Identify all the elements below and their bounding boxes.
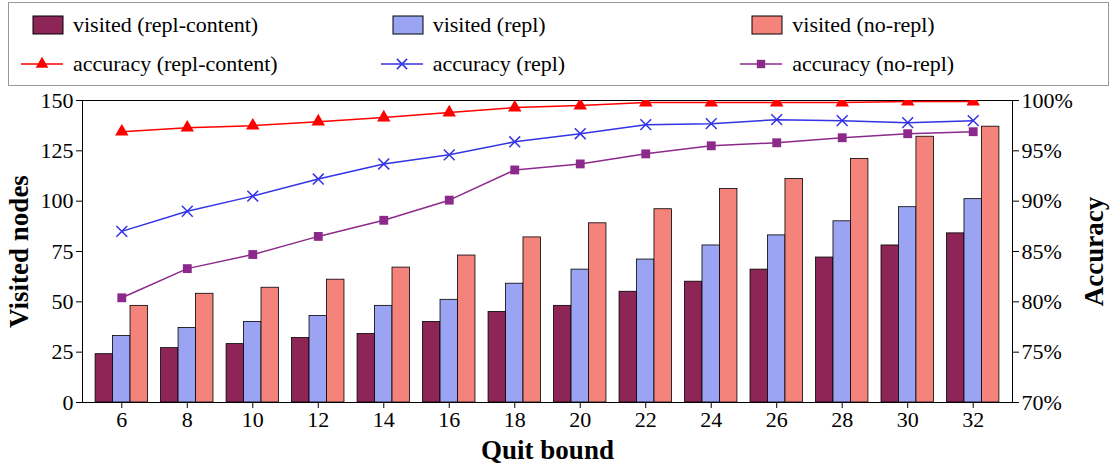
svg-text:18: 18 — [504, 407, 526, 432]
svg-text:16: 16 — [438, 407, 460, 432]
html-text:visited (no-repl): visited (no-repl) — [792, 11, 935, 37]
svg-text:26: 26 — [766, 407, 788, 432]
svg-text:6: 6 — [116, 407, 127, 432]
svg-text:14: 14 — [373, 407, 395, 432]
html-text:visited (repl): visited (repl) — [432, 11, 546, 37]
html-text:visited (repl-content): visited (repl-content) — [73, 11, 259, 37]
svg-text:8: 8 — [182, 407, 193, 432]
svg-text:0: 0 — [63, 390, 74, 415]
svg-text:22: 22 — [635, 407, 657, 432]
svg-text:12: 12 — [307, 407, 329, 432]
svg-text:Accuracy: Accuracy — [1079, 196, 1109, 306]
svg-text:150: 150 — [41, 88, 74, 113]
svg-text:25: 25 — [52, 339, 74, 364]
svg-text:Quit bound: Quit bound — [481, 435, 614, 465]
svg-text:85%: 85% — [1022, 239, 1062, 264]
svg-text:80%: 80% — [1022, 289, 1062, 314]
svg-text:20: 20 — [569, 407, 591, 432]
svg-text:50: 50 — [52, 289, 74, 314]
svg-text:32: 32 — [962, 407, 984, 432]
svg-text:125: 125 — [41, 138, 74, 163]
svg-text:28: 28 — [831, 407, 853, 432]
svg-text:10: 10 — [242, 407, 264, 432]
svg-text:75: 75 — [52, 239, 74, 264]
svg-text:30: 30 — [897, 407, 919, 432]
svg-text:Visited nodes: Visited nodes — [4, 175, 34, 328]
html-text:accuracy (repl-content): accuracy (repl-content) — [73, 50, 278, 76]
html-text:accuracy (repl): accuracy (repl) — [432, 50, 566, 76]
svg-text:90%: 90% — [1022, 188, 1062, 213]
html-text:accuracy (no-repl): accuracy (no-repl) — [792, 50, 955, 76]
svg-text:100: 100 — [41, 188, 74, 213]
svg-text:100%: 100% — [1022, 88, 1073, 113]
svg-text:95%: 95% — [1022, 138, 1062, 163]
svg-text:24: 24 — [700, 407, 722, 432]
svg-text:75%: 75% — [1022, 339, 1062, 364]
svg-text:70%: 70% — [1022, 390, 1062, 415]
